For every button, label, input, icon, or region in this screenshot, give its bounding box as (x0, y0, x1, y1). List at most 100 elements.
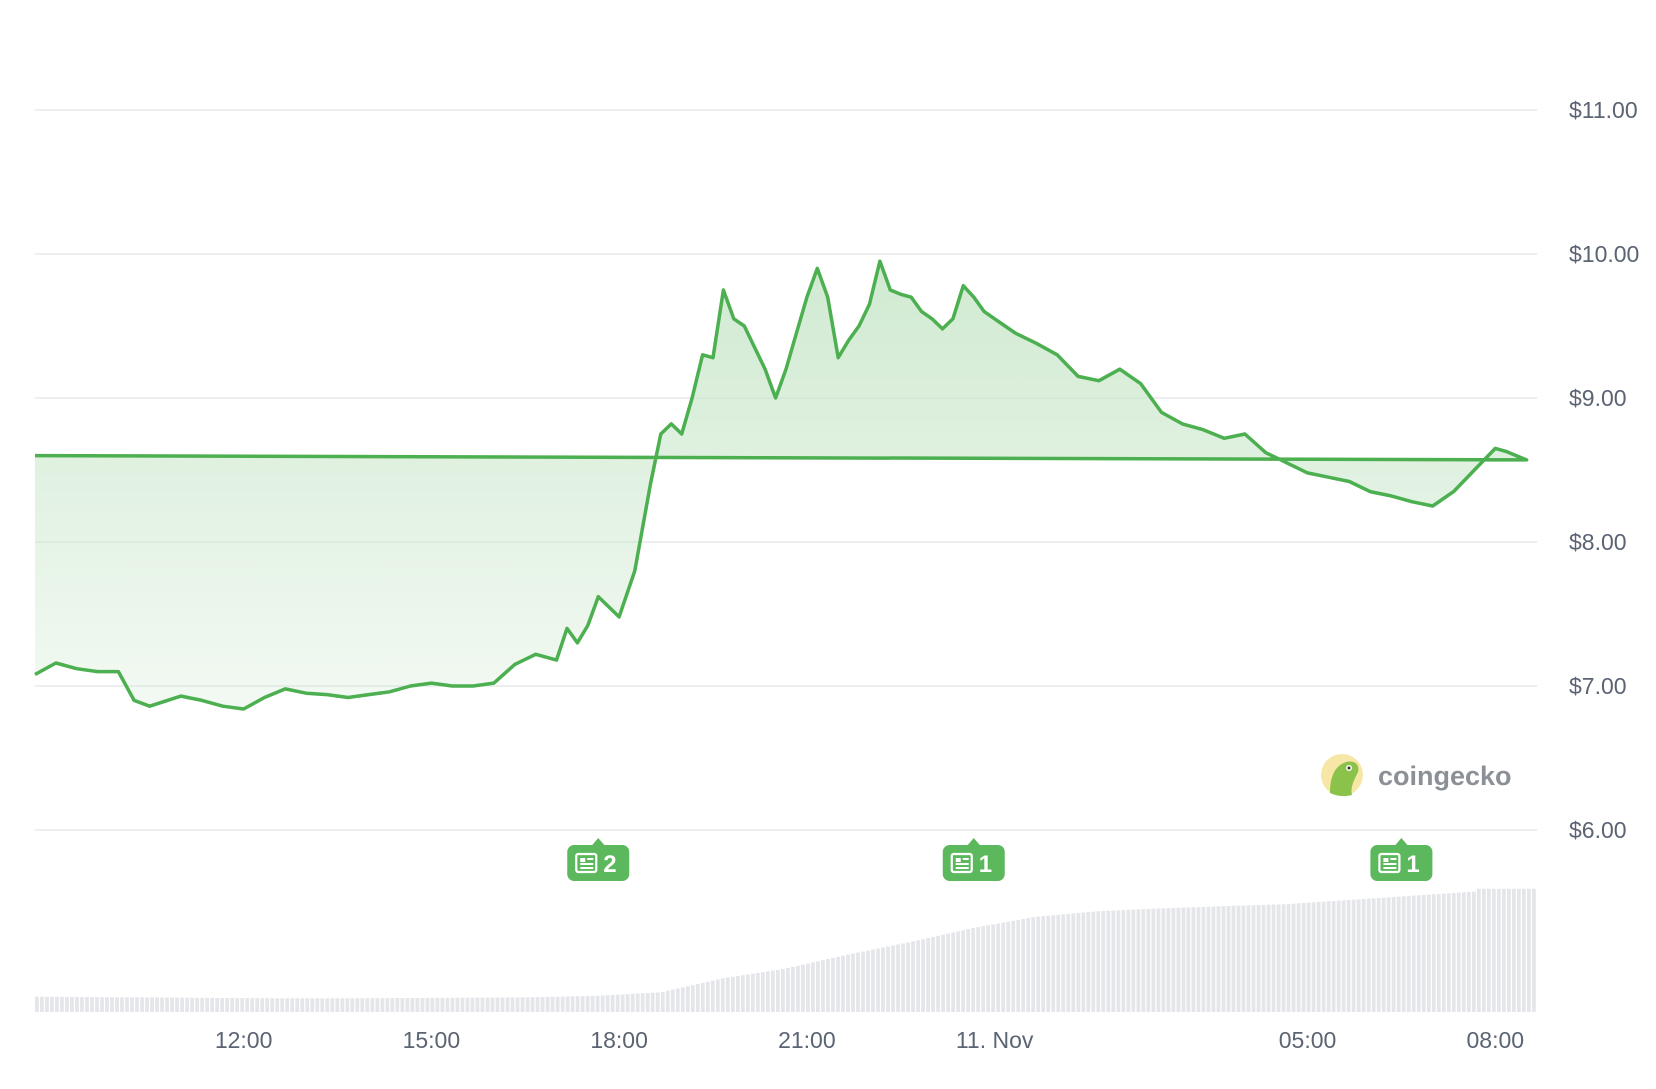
volume-bar (455, 997, 460, 1012)
volume-bar (1131, 909, 1136, 1012)
volume-bar (1231, 905, 1236, 1012)
volume-bar (535, 997, 540, 1012)
volume-bar (1411, 895, 1416, 1012)
volume-bar (765, 971, 770, 1012)
volume-bar (1216, 906, 1221, 1012)
volume-bar (1236, 905, 1241, 1012)
volume-bar (500, 997, 505, 1012)
volume-bar (330, 998, 335, 1012)
volume-bar (695, 984, 700, 1012)
volume-bar (305, 998, 310, 1012)
news-badge[interactable]: 2 (567, 838, 630, 881)
volume-bar (760, 972, 765, 1012)
volume-bar (1336, 900, 1341, 1012)
volume-bar (195, 997, 200, 1012)
volume-bar (881, 947, 885, 1012)
volume-bar (1451, 892, 1456, 1012)
volume-bar (1201, 906, 1206, 1012)
volume-bar (270, 998, 275, 1012)
brand-watermark: coingecko (1321, 754, 1512, 797)
volume-bar (1326, 901, 1331, 1012)
volume-bar (200, 997, 205, 1012)
volume-bar (60, 996, 64, 1012)
volume-bar (796, 965, 800, 1012)
volume-bar (265, 998, 270, 1012)
y-axis-ticks: $6.00 $7.00 $8.00 $9.00 $10.00 $11.00 (1569, 97, 1639, 843)
volume-bar (595, 995, 600, 1012)
volume-bar (745, 974, 750, 1012)
volume-bar (1046, 915, 1051, 1012)
volume-bar (866, 950, 870, 1012)
volume-bar (1386, 897, 1391, 1012)
volume-bar (115, 997, 119, 1012)
volume-bar (1356, 899, 1361, 1012)
price-line-path[interactable] (34, 259, 1529, 711)
volume-bar (1056, 914, 1061, 1012)
volume-bar (1121, 910, 1126, 1012)
volume-bar (445, 997, 450, 1012)
volume-bar (290, 998, 295, 1012)
volume-bar (1251, 905, 1256, 1012)
volume-bar (240, 998, 245, 1012)
news-badge[interactable]: 1 (942, 838, 1005, 881)
volume-bar (510, 997, 515, 1012)
volume-bar (415, 997, 420, 1012)
price-line[interactable] (34, 259, 1529, 711)
volume-bar (400, 998, 405, 1012)
volume-bar (540, 996, 545, 1012)
volume-bar (300, 998, 305, 1012)
volume-bar (1446, 893, 1451, 1012)
volume-bar (1521, 888, 1526, 1012)
volume-bar (705, 981, 710, 1012)
volume-bar (1081, 912, 1086, 1012)
volume-bar (1211, 906, 1216, 1012)
volume-bar (931, 936, 935, 1012)
volume-bar (385, 998, 390, 1012)
volume-bar (320, 998, 325, 1012)
volume-bar (735, 976, 740, 1012)
volume-bar (1136, 909, 1141, 1012)
volume-bar (1426, 894, 1431, 1012)
news-badges[interactable]: 2 1 1 (567, 838, 1433, 881)
volume-bar (255, 998, 260, 1012)
volume-bar (966, 929, 971, 1012)
volume-bar (1291, 903, 1296, 1012)
volume-bar (1346, 900, 1351, 1012)
volume-bar (525, 997, 530, 1012)
news-badge[interactable]: 1 (1370, 838, 1433, 881)
y-tick-label: $10.00 (1569, 241, 1639, 267)
volume-bar (1086, 912, 1091, 1012)
price-area (35, 261, 1527, 830)
volume-bar (110, 997, 114, 1012)
volume-bar (1471, 891, 1476, 1012)
x-tick-label: 12:00 (215, 1027, 273, 1053)
volume-bar (485, 997, 490, 1012)
volume-bar (1276, 904, 1281, 1012)
news-badge-count: 2 (603, 851, 616, 878)
volume-bar (1011, 920, 1016, 1012)
volume-bar (355, 998, 360, 1012)
volume-bar (430, 997, 435, 1012)
volume-bar (1361, 898, 1366, 1012)
volume-bar (846, 954, 850, 1012)
volume-bar (575, 996, 580, 1012)
volume-bar (635, 993, 640, 1012)
volume-bar (1531, 888, 1536, 1012)
volume-bar (720, 978, 725, 1012)
volume-bar (770, 970, 775, 1012)
x-tick-label: 11. Nov (956, 1027, 1034, 1053)
volume-bar (180, 997, 184, 1012)
badge-pointer (967, 838, 980, 845)
volume-bar (250, 998, 255, 1012)
badge-pointer (592, 838, 605, 845)
volume-bar (645, 993, 650, 1012)
volume-bar (1416, 895, 1421, 1012)
volume-bar (896, 944, 900, 1012)
volume-bar (145, 997, 149, 1012)
volume-bar (35, 996, 39, 1012)
volume-bar (1256, 905, 1261, 1012)
volume-bar (1171, 907, 1176, 1012)
volume-bar (1281, 904, 1286, 1012)
